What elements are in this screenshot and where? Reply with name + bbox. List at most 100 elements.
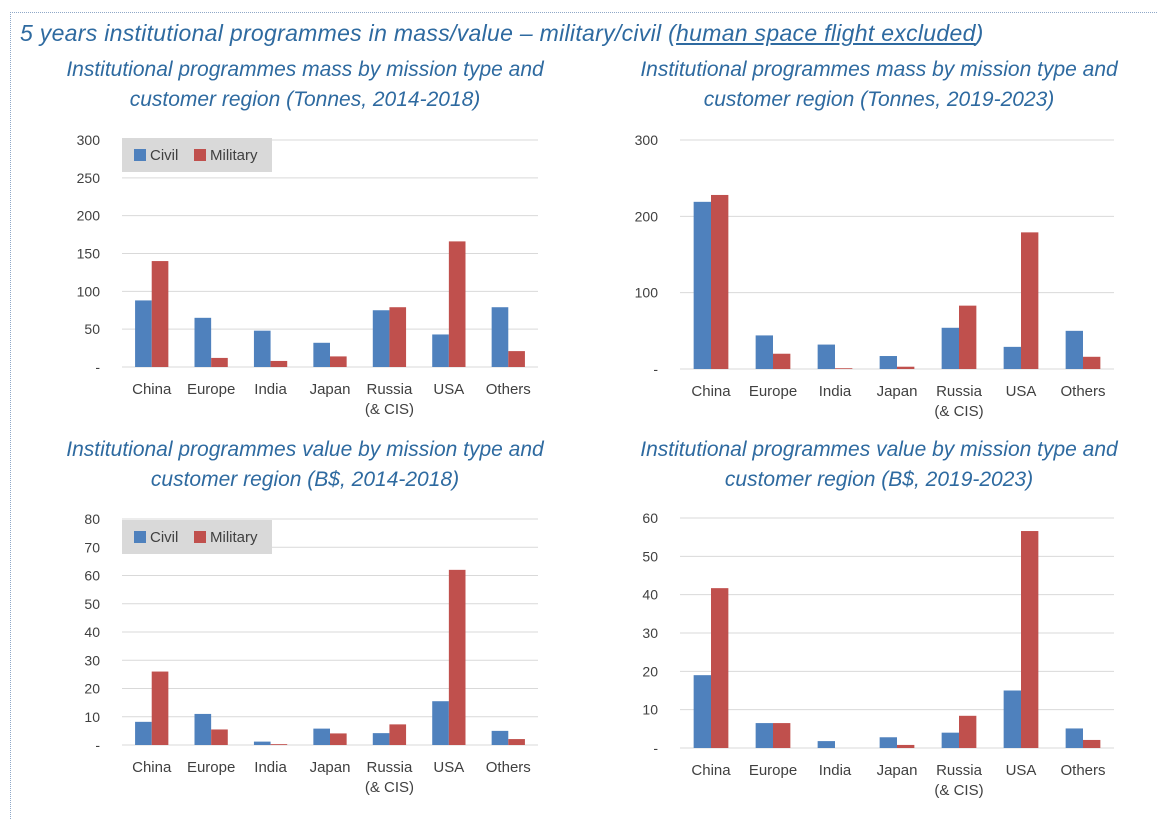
bar-civil-usa [432,334,449,367]
chart-legend: Civil Military [122,138,272,172]
x-category-label: Europe [749,762,797,779]
bar-civil-others [491,307,509,367]
bar-military-japan [330,733,347,745]
bar-military-india [835,368,853,369]
bar-civil-others [491,730,509,745]
legend-swatch-military [194,531,206,543]
y-tick-label: 100 [635,285,659,301]
bar-civil-russia [941,732,959,748]
bar-military-japan [897,744,915,748]
bar-military-europe [211,729,228,745]
bar-military-china [151,261,169,367]
bar-military-others [1083,356,1101,369]
bar-civil-usa [1003,690,1021,748]
bar-military-japan [330,356,347,367]
legend-label-military: Military [210,147,258,164]
chart-title-line: Institutional programmes mass by mission… [66,58,544,81]
y-tick-label: - [653,740,658,756]
legend-label-civil: Civil [150,147,178,164]
chart-title-line: Institutional programmes mass by mission… [640,58,1118,81]
legend-label-civil: Civil [150,529,178,546]
y-tick-label: 10 [84,709,100,725]
bar-civil-europe [194,317,212,367]
chart-mass-2014-2018: - 50 100 150 200 250 300 China Europe India Japan R… [77,132,538,418]
bar-civil-china [693,675,711,748]
y-tick-label: 100 [77,283,101,299]
x-category-label: Japan [310,381,351,398]
x-category-label: Russia [366,381,413,398]
x-category-label: (& CIS) [934,782,983,799]
y-tick-label: 30 [642,625,658,641]
x-category-label: Russia [936,762,983,779]
bar-civil-europe [194,713,212,745]
bar-military-japan [897,366,915,369]
x-category-label: Europe [749,383,797,400]
x-category-label: USA [433,381,464,398]
y-tick-label: 50 [84,321,100,337]
x-category-label: USA [433,759,464,776]
bar-military-usa [1021,531,1039,748]
bar-civil-others [1065,728,1083,748]
x-category-label: India [819,383,852,400]
bar-civil-india [253,330,271,367]
bar-civil-japan [313,728,330,745]
y-tick-label: 200 [77,208,101,224]
bar-civil-russia [941,327,959,369]
y-tick-label: 20 [642,663,658,679]
x-category-label: (& CIS) [365,401,414,418]
x-category-label: Others [1060,762,1105,779]
x-category-label: (& CIS) [365,779,414,796]
bar-military-europe [773,723,791,748]
bar-military-india [270,360,288,367]
bar-military-others [1083,739,1101,748]
chart-title-mass-2019-2023: Institutional programmes mass by mission… [604,55,1154,115]
x-category-label: Japan [877,383,918,400]
bar-military-russia [959,715,977,748]
bar-military-russia [389,307,407,367]
bar-civil-europe [755,723,773,748]
x-category-label: Europe [187,759,235,776]
slide-frame [10,12,1157,819]
y-tick-label: 40 [642,587,658,603]
bar-military-europe [773,353,791,369]
y-tick-label: 80 [84,511,100,527]
y-tick-label: 200 [635,208,659,224]
chart-title-line: Institutional programmes value by missio… [640,438,1118,461]
x-category-label: Japan [877,762,918,779]
y-tick-label: - [653,361,658,377]
bar-civil-india [817,741,835,748]
x-category-label: China [132,759,172,776]
page-title-suffix: ) [975,20,984,46]
bar-civil-usa [432,701,449,745]
y-tick-label: 40 [84,624,100,640]
x-category-label: USA [1006,383,1037,400]
bar-military-russia [959,305,977,369]
y-tick-label: 250 [77,170,101,186]
bar-civil-usa [1003,346,1021,369]
bar-civil-china [693,201,711,369]
legend-swatch-civil [134,531,146,543]
x-category-label: Europe [187,381,235,398]
chart-legend: Civil Military [122,520,272,554]
bar-civil-russia [372,733,390,745]
x-category-label: (& CIS) [934,403,983,420]
bar-military-usa [1021,232,1039,369]
bar-military-india [270,744,288,745]
chart-title-line: customer region (B$, 2014-2018) [150,468,460,491]
chart-title-line: Institutional programmes value by missio… [66,438,544,461]
page-title-prefix: 5 years institutional programmes in mass… [20,20,677,46]
x-category-label: India [254,759,287,776]
y-tick-label: 60 [642,510,658,526]
chart-title-line: customer region (Tonnes, 2019-2023) [703,88,1055,111]
x-category-label: Others [486,759,531,776]
bar-civil-japan [879,356,897,369]
y-tick-label: 300 [635,132,659,148]
y-tick-label: - [95,737,100,753]
bar-civil-india [253,741,271,745]
x-category-label: USA [1006,762,1037,779]
x-category-label: China [691,762,731,779]
chart-title-line: customer region (Tonnes, 2014-2018) [129,88,481,111]
chart-mass-2019-2023: - 100 200 300 China Europe India Japan Russia (& … [635,132,1114,420]
x-category-label: India [819,762,852,779]
x-category-label: India [254,381,287,398]
